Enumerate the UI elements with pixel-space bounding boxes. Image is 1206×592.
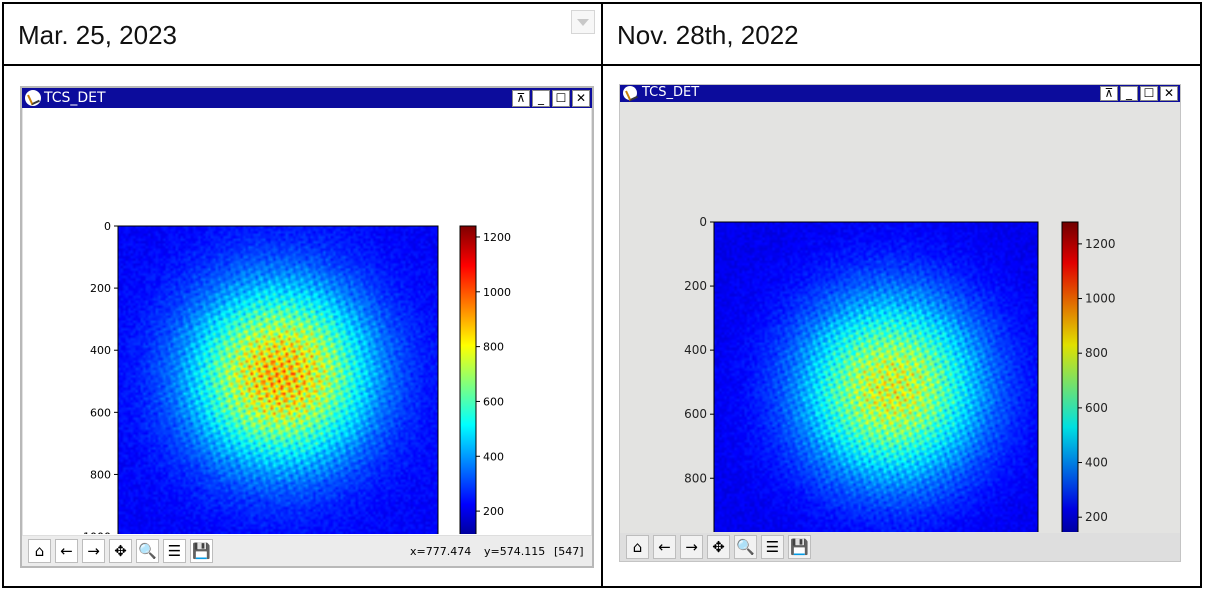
forward-arrow-icon[interactable]: → — [82, 539, 105, 563]
y-tick-label: 600 — [90, 406, 111, 419]
heatmap-image — [118, 226, 438, 534]
y-tick-label: 200 — [684, 279, 707, 293]
close-button[interactable]: ✕ — [1160, 86, 1178, 101]
zoom-icon[interactable]: 🔍 — [734, 535, 757, 559]
y-tick-label: 800 — [90, 468, 111, 481]
heatmap-plot-area: 0200400600800100002004006008001000 — [83, 220, 439, 534]
heatmap-plot-area: 0200400600800100002004006008001000 — [684, 215, 1039, 532]
minimize-button[interactable]: _ — [532, 90, 550, 107]
y-tick-label: 1000 — [83, 531, 111, 534]
header-row: Mar. 25, 2023 Nov. 28th, 2022 — [2, 2, 1202, 66]
configure-subplots-icon[interactable]: ☰ — [761, 535, 784, 559]
colorbar-gradient — [459, 225, 477, 534]
maximize-button[interactable]: ☐ — [552, 90, 570, 107]
plot-frame — [713, 221, 1039, 532]
colorbar: 200 400 600 800 1000 1200 — [459, 225, 511, 534]
plot-frame — [117, 225, 439, 534]
colorbar-tick-label: 600 — [483, 395, 504, 408]
save-icon[interactable]: 💾 — [788, 535, 811, 559]
detector-image-plot[interactable]: 0200400600800100002004006008001000200400… — [22, 108, 592, 534]
app-icon — [623, 86, 637, 100]
tcs-det-window-2023: TCS_DET ⊼ _ ☐ ✕ 020040060080010000200400… — [20, 86, 594, 568]
y-tick-label: 200 — [90, 282, 111, 295]
pan-icon[interactable]: ✥ — [109, 539, 132, 563]
left-content-cell: TCS_DET ⊼ _ ☐ ✕ 020040060080010000200400… — [2, 64, 603, 588]
detector-image-plot[interactable]: 0200400600800100002004006008001000200400… — [620, 102, 1180, 532]
window-titlebar[interactable]: TCS_DET ⊼ _ ☐ ✕ — [22, 88, 592, 108]
cursor-y-readout: y=574.115 — [484, 545, 546, 558]
close-button[interactable]: ✕ — [572, 90, 590, 107]
pan-icon[interactable]: ✥ — [707, 535, 730, 559]
y-tick-label: 0 — [699, 215, 707, 229]
navigation-toolbar: ⌂ ← → ✥ 🔍 ☰ 💾 — [620, 533, 1180, 561]
zoom-icon[interactable]: 🔍 — [136, 539, 159, 563]
colorbar-tick-label: 1200 — [483, 231, 511, 244]
save-icon[interactable]: 💾 — [190, 539, 213, 563]
colorbar: 200 400 600 800 1000 1200 — [1061, 221, 1116, 532]
colorbar-tick-label: 1200 — [1085, 237, 1116, 251]
tcs-det-window-2022-photo: TCS_DET ⊼ _ ☐ ✕ 020040060080010000200400… — [619, 84, 1181, 562]
heatmap-image — [714, 222, 1038, 532]
window-titlebar[interactable]: TCS_DET ⊼ _ ☐ ✕ — [620, 85, 1180, 102]
y-tick-label: 600 — [684, 407, 707, 421]
forward-arrow-icon[interactable]: → — [680, 535, 703, 559]
navigation-toolbar: ⌂ ← → ✥ 🔍 ☰ 💾 x=777.474 y=574.115 [547] — [22, 535, 592, 566]
colorbar-tick-label: 1000 — [1085, 292, 1116, 306]
home-icon[interactable]: ⌂ — [626, 535, 649, 559]
y-tick-label: 400 — [90, 344, 111, 357]
pixel-value-readout: [547] — [554, 545, 584, 558]
left-header-cell: Mar. 25, 2023 — [2, 2, 603, 66]
window-controls: ⊼ _ ☐ ✕ — [512, 90, 590, 107]
dropdown-arrow-icon[interactable] — [571, 10, 595, 34]
y-tick-label: 400 — [684, 343, 707, 357]
minimize-button[interactable]: _ — [1120, 86, 1138, 101]
back-arrow-icon[interactable]: ← — [653, 535, 676, 559]
colorbar-tick-label: 200 — [483, 505, 504, 518]
back-arrow-icon[interactable]: ← — [55, 539, 78, 563]
window-title: TCS_DET — [44, 90, 106, 106]
colorbar-gradient — [1061, 221, 1079, 532]
window-controls: ⊼ _ ☐ ✕ — [1100, 86, 1178, 101]
right-date-label: Nov. 28th, 2022 — [617, 20, 799, 50]
y-tick-label: 800 — [684, 471, 707, 485]
colorbar-tick-label: 800 — [483, 341, 504, 354]
right-header-cell: Nov. 28th, 2022 — [601, 2, 1202, 66]
app-icon — [25, 90, 41, 106]
window-title: TCS_DET — [642, 85, 700, 100]
configure-subplots-icon[interactable]: ☰ — [163, 539, 186, 563]
colorbar-tick-label: 200 — [1085, 510, 1108, 524]
cursor-x-readout: x=777.474 — [410, 545, 472, 558]
keep-on-top-button[interactable]: ⊼ — [512, 90, 530, 107]
colorbar-tick-label: 800 — [1085, 346, 1108, 360]
right-content-cell: TCS_DET ⊼ _ ☐ ✕ 020040060080010000200400… — [601, 64, 1202, 588]
left-date-label: Mar. 25, 2023 — [18, 20, 177, 50]
colorbar-tick-label: 400 — [483, 450, 504, 463]
content-row: TCS_DET ⊼ _ ☐ ✕ 0 200 400 600 800 1000 0 200 400… — [2, 64, 1202, 588]
colorbar-tick-label: 1000 — [483, 286, 511, 299]
y-tick-label: 0 — [104, 220, 111, 233]
colorbar-tick-label: 400 — [1085, 456, 1108, 470]
maximize-button[interactable]: ☐ — [1140, 86, 1158, 101]
home-icon[interactable]: ⌂ — [28, 539, 51, 563]
colorbar-tick-label: 600 — [1085, 401, 1108, 415]
keep-on-top-button[interactable]: ⊼ — [1100, 86, 1118, 101]
